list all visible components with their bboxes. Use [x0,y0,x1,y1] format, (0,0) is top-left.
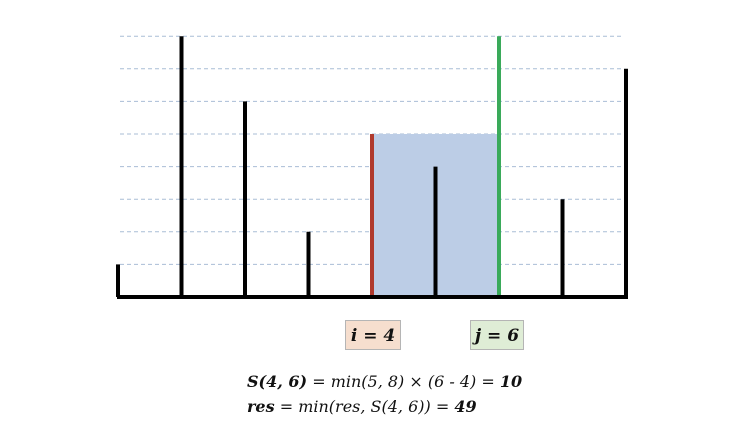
result-formula: res = min(res, S(4, 6)) = 49 [247,397,477,416]
result-value: 49 [454,397,477,416]
area-result: 10 [499,372,523,391]
area-term: S(4, 6) [247,372,308,391]
result-term: res [247,397,275,416]
j-pointer-label: j = 6 [470,320,524,350]
area-expression: = min(5, 8) × (6 - 4) = [307,372,500,391]
area-formula: S(4, 6) = min(5, 8) × (6 - 4) = 10 [247,372,522,391]
i-pointer-label: i = 4 [345,320,401,350]
bars [116,36,628,297]
result-expression: = min(res, S(4, 6)) = [274,397,455,416]
